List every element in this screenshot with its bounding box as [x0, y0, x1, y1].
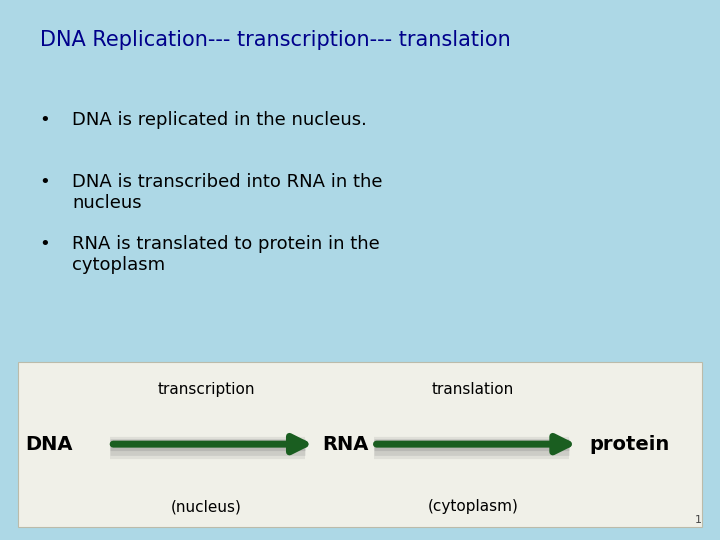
Text: DNA is transcribed into RNA in the
nucleus: DNA is transcribed into RNA in the nucle… — [72, 173, 382, 212]
Text: DNA: DNA — [24, 435, 72, 454]
Text: •: • — [40, 173, 50, 191]
Text: (nucleus): (nucleus) — [171, 500, 241, 514]
Text: (cytoplasm): (cytoplasm) — [428, 500, 518, 514]
Text: DNA is replicated in the nucleus.: DNA is replicated in the nucleus. — [72, 111, 367, 129]
Text: RNA: RNA — [323, 435, 369, 454]
Text: protein: protein — [589, 435, 670, 454]
Bar — [18, 362, 702, 526]
Text: translation: translation — [432, 382, 514, 396]
Text: •: • — [40, 235, 50, 253]
Text: DNA Replication--- transcription--- translation: DNA Replication--- transcription--- tran… — [40, 30, 510, 50]
Text: transcription: transcription — [158, 382, 255, 396]
Text: •: • — [40, 111, 50, 129]
Text: 1: 1 — [695, 515, 702, 525]
Text: RNA is translated to protein in the
cytoplasm: RNA is translated to protein in the cyto… — [72, 235, 379, 274]
